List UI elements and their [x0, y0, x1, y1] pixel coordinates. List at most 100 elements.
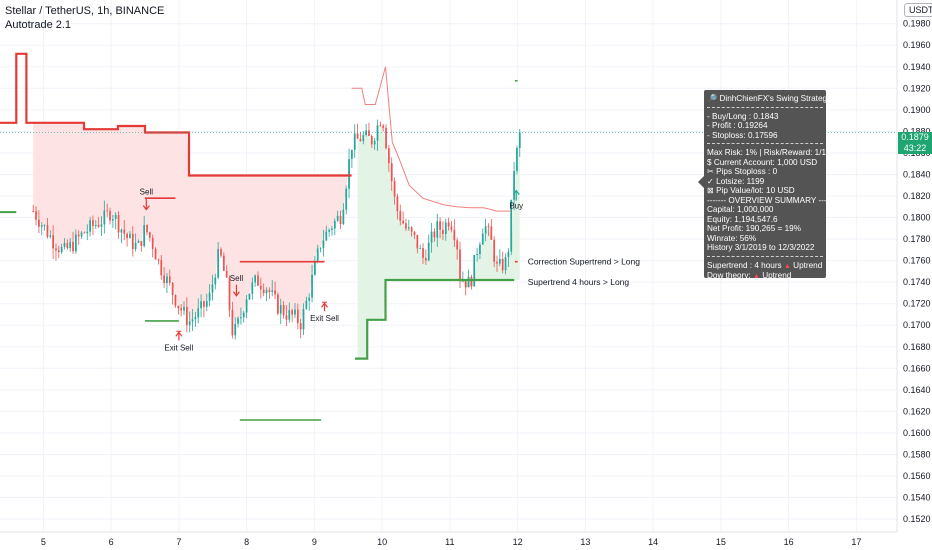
candle-body	[174, 295, 177, 306]
candle-body	[220, 249, 222, 256]
candle-body	[476, 254, 478, 256]
candle-body	[299, 323, 302, 330]
x-tick-label: 11	[445, 537, 454, 547]
candle-body	[35, 211, 37, 220]
candle-body	[339, 215, 342, 225]
candle-body	[279, 305, 282, 314]
candle-body	[351, 149, 353, 160]
y-tick-label: 0.1620	[903, 406, 931, 416]
candle-body	[410, 227, 413, 232]
y-tick-label: 0.1600	[903, 428, 931, 438]
capital: Capital: 1,000,000	[707, 205, 774, 214]
x-tick-label: 13	[580, 537, 590, 547]
correction-supertrend-line	[351, 66, 511, 212]
candle-body	[274, 290, 276, 295]
candle-body	[168, 276, 171, 283]
x-tick-label: 17	[851, 537, 861, 547]
candle-body	[151, 237, 154, 249]
candle-body	[302, 308, 305, 330]
profit: - Profit : 0.19264	[707, 121, 768, 130]
candle-body	[419, 248, 422, 249]
candle-body	[80, 232, 83, 237]
candle-body	[43, 225, 46, 227]
candle-body	[66, 242, 69, 249]
candle-body	[254, 275, 257, 283]
candle-body	[311, 274, 313, 298]
triangle-up-icon: ▲	[752, 273, 760, 280]
x-tick-label: 6	[109, 537, 114, 547]
candle-body	[203, 301, 205, 307]
buy-label: Buy	[509, 202, 523, 211]
candle-body	[131, 233, 134, 250]
x-tick-label: 5	[41, 537, 46, 547]
candle-body	[177, 305, 180, 309]
y-tick-label: 0.1800	[903, 213, 931, 223]
indicator-name[interactable]: Autotrade 2.1	[5, 19, 72, 31]
candle-body	[208, 292, 211, 301]
y-tick-label: 0.1680	[903, 342, 931, 352]
candle-body	[459, 249, 461, 282]
candle-body	[111, 219, 114, 221]
y-tick-label: 0.1660	[903, 363, 931, 373]
candle-body	[390, 163, 393, 182]
candle-body	[501, 258, 504, 271]
candle-body	[194, 317, 197, 320]
candle-body	[271, 290, 274, 293]
x-tick-label: 12	[513, 537, 523, 547]
candle-body	[430, 231, 433, 243]
candle-body	[237, 318, 239, 324]
sell-label: Sell	[140, 188, 154, 197]
grid	[0, 0, 897, 532]
x-axis: 5 6 7 8 9 10 11 12 13 14 15 16 17	[0, 531, 897, 547]
candle-body	[407, 227, 410, 229]
candle-body	[72, 241, 74, 252]
y-tick-label: 0.1980	[903, 19, 931, 29]
candle-body	[348, 159, 350, 189]
candle-body	[467, 276, 470, 288]
candle-body	[416, 234, 419, 249]
divider	[707, 143, 823, 144]
sell-label: Sell	[230, 274, 244, 283]
candle-body	[359, 138, 362, 142]
divider	[707, 106, 823, 108]
y-tick-label: 0.1520	[903, 514, 931, 524]
current-price-badge: 0.1879 43:22	[898, 132, 932, 154]
candle-body	[493, 239, 496, 262]
candle-body	[225, 270, 228, 278]
candle-body	[200, 301, 202, 309]
y-tick-label: 0.1700	[903, 320, 931, 330]
candle-body	[405, 223, 407, 229]
candle-body	[49, 235, 52, 237]
y-tick-label: 0.1760	[903, 256, 931, 266]
candle-body	[470, 276, 473, 287]
candle-body	[259, 285, 262, 290]
candle-body	[74, 234, 77, 252]
trend-line-label: Supertrend 4 hours > Long	[528, 277, 630, 287]
candle-body	[479, 244, 481, 255]
candle-body	[490, 226, 493, 240]
candle-body	[305, 300, 308, 309]
candle-body	[518, 132, 521, 149]
candle-body	[89, 220, 91, 232]
y-tick-label: 0.1720	[903, 299, 931, 309]
currency-unit-badge[interactable]: USDT	[904, 3, 932, 17]
x-tick-label: 7	[176, 537, 181, 547]
candle-body	[57, 250, 60, 253]
candle-body	[231, 309, 234, 336]
x-tick-label: 9	[312, 537, 317, 547]
y-axis-panel	[897, 0, 932, 550]
y-tick-label: 0.1840	[903, 169, 931, 179]
candle-body	[183, 307, 185, 311]
candle-body	[94, 224, 97, 227]
y-tick-label: 0.1900	[903, 105, 931, 115]
symbol-title[interactable]: Stellar / TetherUS, 1h, BINANCE	[5, 5, 165, 17]
candle-body	[222, 255, 225, 271]
candle-body	[214, 277, 217, 285]
dow-value: Uptrend	[762, 271, 792, 280]
y-tick-label: 0.1920	[903, 83, 931, 93]
candle-body	[257, 275, 259, 286]
x-tick-label: 16	[784, 537, 794, 547]
candle-body	[268, 289, 271, 293]
pip-value: ⊠ Pip Value/lot: 10 USD	[707, 186, 795, 195]
